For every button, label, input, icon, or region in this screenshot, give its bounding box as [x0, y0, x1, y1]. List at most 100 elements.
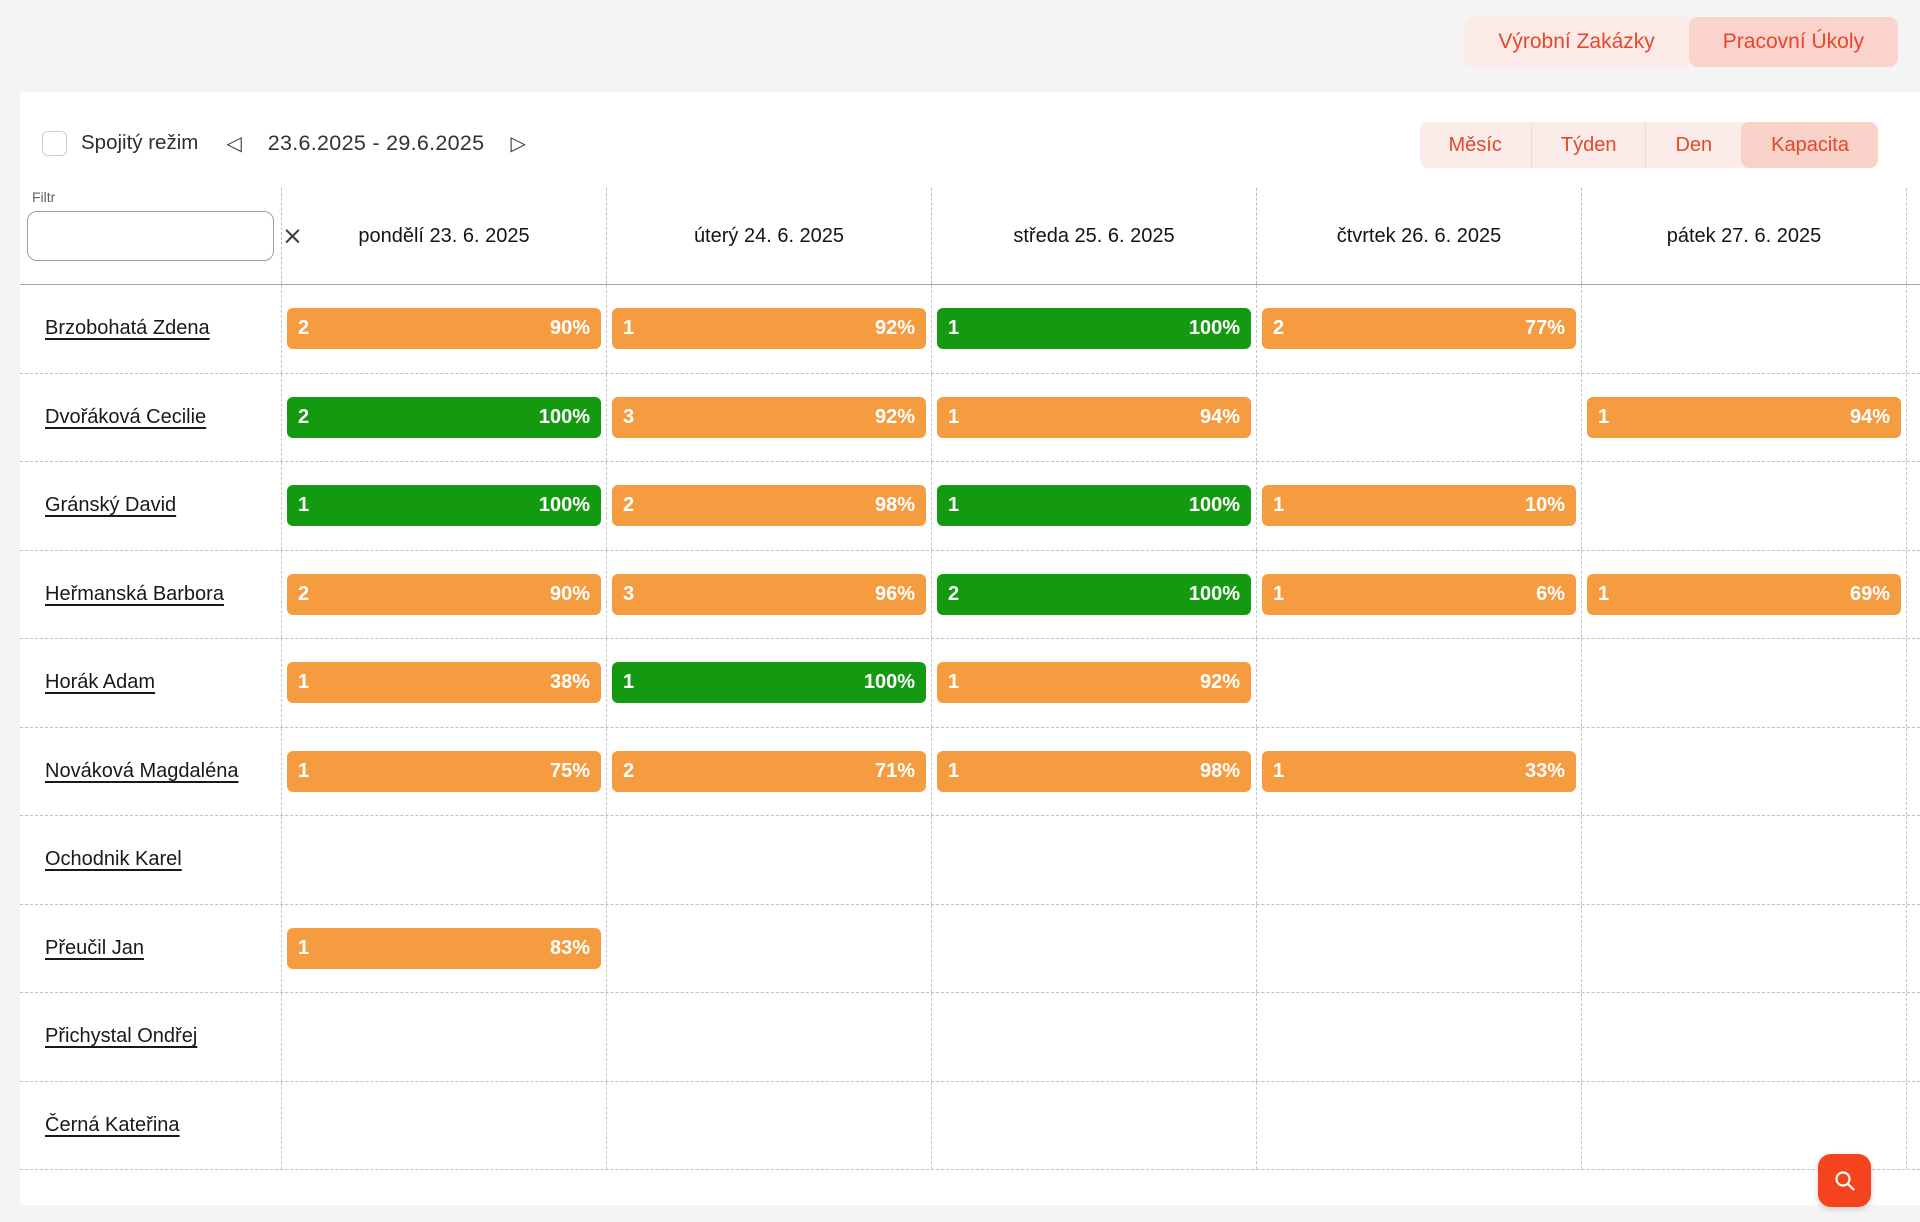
person-row: Horák Adam 1 38% 1100% 192% — [20, 639, 1920, 728]
view-switcher: MěsícTýdenDenKapacita — [1420, 122, 1878, 168]
grid-edge — [1906, 639, 1920, 727]
view-capacity-button[interactable]: Kapacita — [1741, 122, 1878, 168]
person-name-cell: Gránský David — [20, 462, 281, 550]
task-count: 2 — [948, 583, 959, 606]
task-count: 1 — [1273, 760, 1284, 783]
capacity-bar[interactable]: 277% — [1262, 308, 1576, 349]
day-cell: 16% — [1256, 551, 1581, 639]
tab-vyrobni-zakazky[interactable]: Výrobní Zakázky — [1464, 17, 1688, 67]
utilization-percent: 92% — [875, 406, 915, 429]
person-name-cell: Přeučil Jan — [20, 905, 281, 993]
person-row: Přichystal Ondřej — [20, 993, 1920, 1082]
capacity-bar[interactable]: 298% — [612, 485, 926, 526]
day-cell: 290% — [281, 285, 606, 373]
continuous-mode-label: Spojitý režim — [81, 131, 198, 155]
view-day-button[interactable]: Den — [1645, 122, 1741, 168]
day-cell — [1256, 816, 1581, 904]
capacity-bar[interactable]: 1 94% — [937, 397, 1251, 438]
person-name-cell: Nováková Magdaléna — [20, 728, 281, 816]
capacity-bar[interactable]: 16% — [1262, 574, 1576, 615]
person-link[interactable]: Černá Kateřina — [45, 1114, 180, 1137]
utilization-percent: 100% — [1189, 583, 1240, 606]
utilization-percent: 92% — [875, 317, 915, 340]
person-link[interactable]: Ochodnik Karel — [45, 848, 182, 871]
capacity-bar[interactable]: 192% — [612, 308, 926, 349]
prev-week-button[interactable]: ◁ — [220, 127, 247, 159]
capacity-bar[interactable]: 1100% — [287, 485, 601, 526]
continuous-mode-checkbox[interactable] — [42, 131, 67, 156]
person-link[interactable]: Přichystal Ondřej — [45, 1025, 197, 1048]
capacity-bar[interactable]: 183% — [287, 928, 601, 969]
day-cell: 1100% — [281, 462, 606, 550]
day-cell: 133% — [1256, 728, 1581, 816]
capacity-bar[interactable]: 194% — [1587, 397, 1901, 438]
capacity-bar[interactable]: 2100% — [287, 397, 601, 438]
module-tabs: Výrobní Zakázky Pracovní Úkoly — [1464, 17, 1898, 67]
grid-edge — [1906, 728, 1920, 816]
person-link[interactable]: Heřmanská Barbora — [45, 583, 224, 606]
search-fab[interactable] — [1818, 1154, 1871, 1207]
capacity-bar[interactable]: 1100% — [612, 662, 926, 703]
capacity-grid: pondělí 23. 6. 2025úterý 24. 6. 2025stře… — [20, 188, 1920, 1170]
capacity-bar[interactable]: 198% — [937, 751, 1251, 792]
capacity-bar[interactable]: 2 100% — [937, 574, 1251, 615]
person-name-cell: Brzobohatá Zdena — [20, 285, 281, 373]
capacity-bar[interactable]: 1 38% — [287, 662, 601, 703]
grid-edge — [1906, 993, 1920, 1081]
view-week-button[interactable]: Týden — [1531, 122, 1646, 168]
task-count: 2 — [1273, 317, 1284, 340]
capacity-bar[interactable]: 1100% — [937, 485, 1251, 526]
day-cell: 175% — [281, 728, 606, 816]
capacity-bar[interactable]: 110% — [1262, 485, 1576, 526]
day-cell — [1581, 905, 1906, 993]
day-cell — [1256, 905, 1581, 993]
tab-pracovni-ukoly[interactable]: Pracovní Úkoly — [1689, 17, 1898, 67]
capacity-bar[interactable]: 192% — [937, 662, 1251, 703]
day-cell: 290% — [281, 551, 606, 639]
grid-edge — [1906, 816, 1920, 904]
date-range-label: 23.6.2025 - 29.6.2025 — [268, 131, 485, 156]
person-name-cell: Dvořáková Cecilie — [20, 374, 281, 462]
person-link[interactable]: Přeučil Jan — [45, 937, 144, 960]
capacity-bar[interactable]: 133% — [1262, 751, 1576, 792]
person-link[interactable]: Nováková Magdaléna — [45, 760, 238, 783]
utilization-percent: 98% — [1200, 760, 1240, 783]
grid-edge — [1906, 374, 1920, 462]
view-month-button[interactable]: Měsíc — [1420, 122, 1531, 168]
person-link[interactable]: Gránský David — [45, 494, 176, 517]
day-cell: 110% — [1256, 462, 1581, 550]
day-cell: 192% — [606, 285, 931, 373]
name-column-header — [20, 188, 281, 284]
capacity-bar[interactable]: 1100% — [937, 308, 1251, 349]
capacity-bar[interactable]: 169% — [1587, 574, 1901, 615]
capacity-bar[interactable]: 392% — [612, 397, 926, 438]
task-count: 2 — [298, 317, 309, 340]
task-count: 1 — [948, 406, 959, 429]
capacity-bar[interactable]: 290% — [287, 574, 601, 615]
utilization-percent: 94% — [1200, 406, 1240, 429]
grid-edge — [1906, 462, 1920, 550]
day-cell: 192% — [931, 639, 1256, 727]
day-cell: 396% — [606, 551, 931, 639]
utilization-percent: 83% — [550, 937, 590, 960]
utilization-percent: 96% — [875, 583, 915, 606]
person-link[interactable]: Horák Adam — [45, 671, 155, 694]
capacity-bar[interactable]: 175% — [287, 751, 601, 792]
person-link[interactable]: Dvořáková Cecilie — [45, 406, 206, 429]
capacity-bar[interactable]: 290% — [287, 308, 601, 349]
capacity-bar[interactable]: 396% — [612, 574, 926, 615]
next-week-button[interactable]: ▷ — [504, 127, 531, 159]
capacity-bar[interactable]: 271% — [612, 751, 926, 792]
day-cell — [606, 993, 931, 1081]
day-cell: 1100% — [606, 639, 931, 727]
task-count: 1 — [298, 671, 309, 694]
task-count: 1 — [948, 671, 959, 694]
day-cell — [1581, 639, 1906, 727]
toolbar: Spojitý režim ◁ 23.6.2025 - 29.6.2025 ▷ — [42, 120, 532, 166]
person-name-cell: Ochodnik Karel — [20, 816, 281, 904]
day-cell: 198% — [931, 728, 1256, 816]
utilization-percent: 38% — [550, 671, 590, 694]
day-cell: 392% — [606, 374, 931, 462]
person-link[interactable]: Brzobohatá Zdena — [45, 317, 210, 340]
person-name-cell: Heřmanská Barbora — [20, 551, 281, 639]
